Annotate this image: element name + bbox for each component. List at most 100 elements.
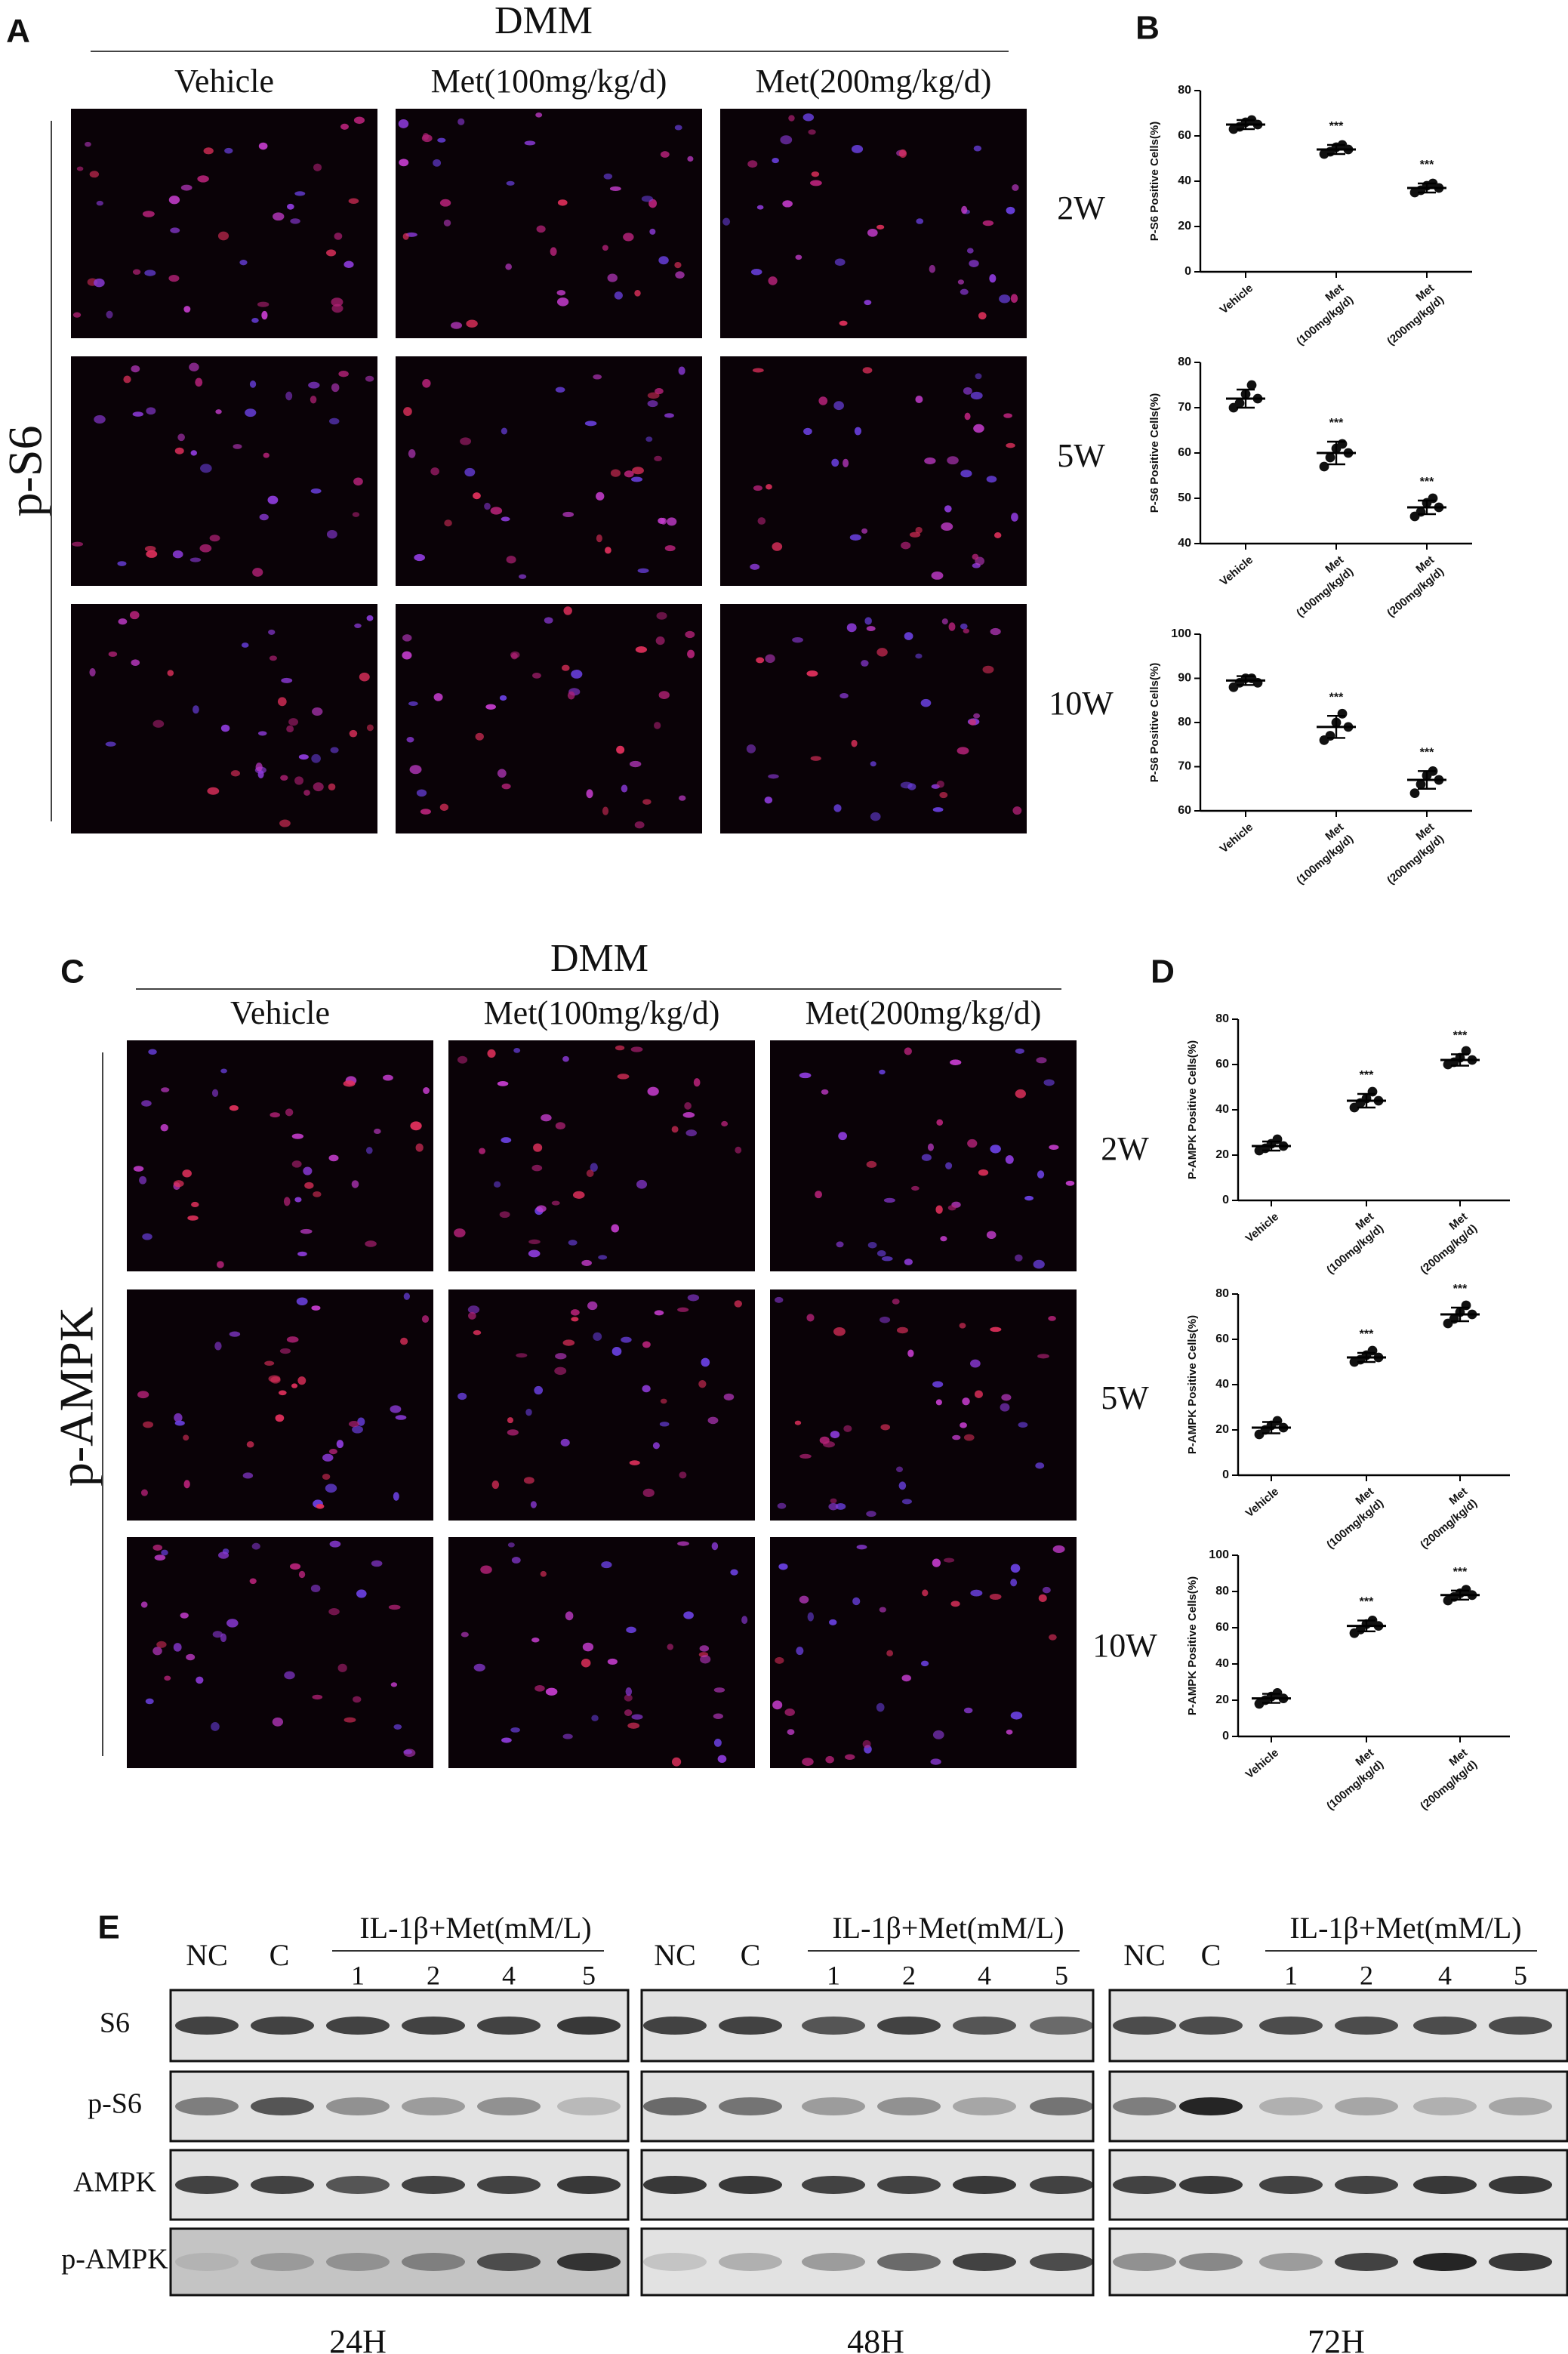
cell: [989, 1594, 1002, 1600]
stain-label: p-S6: [0, 426, 52, 517]
cell: [916, 218, 924, 224]
cell: [735, 1146, 742, 1154]
cell: [768, 276, 778, 285]
cell: [603, 173, 613, 180]
cell: [209, 535, 220, 542]
cell: [239, 259, 248, 266]
cell: [667, 1644, 674, 1650]
cell: [141, 1100, 152, 1107]
cell: [591, 1715, 599, 1721]
cell: [866, 1160, 877, 1168]
cell: [328, 783, 336, 790]
cell: [430, 467, 439, 476]
stain-label: p-AMPK: [50, 1307, 103, 1487]
cell: [787, 1729, 795, 1736]
cell: [920, 698, 932, 707]
band: [1489, 2017, 1552, 2035]
band: [877, 2097, 941, 2115]
cell: [904, 1047, 912, 1055]
error-bar: [1357, 1351, 1375, 1363]
cell: [862, 367, 873, 374]
cell: [152, 1544, 163, 1551]
y-axis-label: P-S6 Positive Cells(%): [1148, 663, 1161, 782]
cell: [713, 1713, 723, 1720]
band: [719, 2253, 782, 2271]
cell: [460, 437, 472, 445]
cell: [383, 1074, 393, 1081]
cell: [654, 722, 661, 729]
cell: [168, 196, 180, 205]
cell: [272, 1717, 284, 1727]
cell: [879, 1607, 886, 1613]
cell: [507, 1542, 515, 1548]
cell: [422, 379, 431, 388]
cell: [1018, 1422, 1028, 1428]
cell: [952, 1434, 961, 1440]
band: [1113, 2017, 1176, 2035]
cell: [645, 436, 653, 442]
cell: [1003, 413, 1012, 418]
cell: [562, 1055, 569, 1062]
cell: [802, 1758, 814, 1766]
cell: [297, 1376, 307, 1385]
y-tick-label: 20: [1178, 220, 1191, 233]
significance: ***: [1420, 476, 1434, 488]
cell: [246, 1441, 254, 1448]
band: [477, 2017, 541, 2035]
cell: [630, 476, 643, 482]
cell: [794, 1420, 802, 1425]
cell: [765, 654, 775, 664]
cell: [730, 1569, 738, 1576]
cell: [601, 1561, 612, 1569]
cell: [325, 1484, 337, 1493]
cell: [679, 1471, 687, 1479]
cell: [193, 705, 199, 714]
cell: [867, 1241, 877, 1249]
cell: [523, 1477, 534, 1484]
band: [326, 2176, 390, 2194]
cell: [766, 484, 772, 490]
cell: [484, 502, 491, 510]
cell: [224, 147, 233, 154]
dose-label: 1: [1284, 1960, 1298, 1990]
cell: [963, 628, 969, 633]
cell: [170, 227, 180, 233]
cell: [207, 787, 220, 795]
cell: [782, 200, 793, 208]
lane-label: C: [270, 1938, 290, 1972]
cell: [473, 492, 481, 500]
blot: [640, 2227, 1095, 2297]
cell: [226, 1619, 239, 1628]
cell: [501, 1137, 512, 1144]
cell: [270, 1112, 280, 1118]
cell: [270, 1376, 281, 1384]
cell: [963, 387, 972, 395]
band: [953, 2253, 1016, 2271]
cell: [571, 1317, 579, 1322]
row-label: 10W: [1092, 1627, 1157, 1664]
cell: [525, 1408, 532, 1416]
cell: [823, 1441, 835, 1448]
cell: [861, 528, 868, 534]
cell: [311, 753, 321, 763]
cell: [655, 388, 664, 395]
cell: [473, 1330, 482, 1336]
cell: [416, 789, 427, 797]
cell: [187, 1215, 199, 1221]
cell: [929, 264, 936, 273]
cell: [611, 1347, 622, 1356]
cell: [852, 1597, 861, 1606]
cell: [693, 1078, 701, 1087]
cell: [614, 291, 623, 300]
cell: [352, 512, 360, 517]
y-tick-label: 60: [1215, 1333, 1229, 1345]
cell: [939, 791, 948, 799]
cell: [973, 713, 981, 719]
cell: [167, 670, 174, 676]
dose-label: 4: [502, 1960, 516, 1990]
cell: [437, 137, 446, 143]
band: [175, 2017, 239, 2035]
cell: [792, 636, 803, 643]
cell: [898, 149, 907, 158]
cell: [647, 1086, 659, 1096]
